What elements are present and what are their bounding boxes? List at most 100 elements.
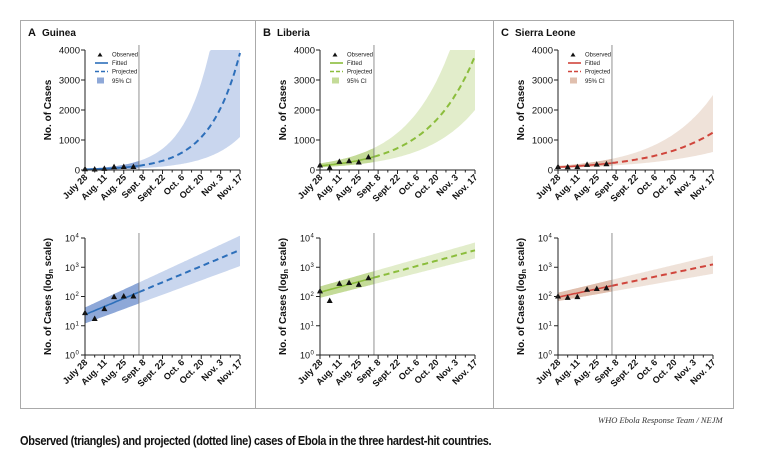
y-axis-label-main: No. of Cases (log bbox=[278, 273, 289, 355]
observed-point bbox=[564, 294, 571, 300]
observed-point bbox=[120, 293, 127, 299]
legend-fitted: Fitted bbox=[112, 61, 127, 67]
panel-letter: A bbox=[28, 27, 36, 39]
y-tick-label: 10 bbox=[300, 234, 310, 244]
observed-point bbox=[91, 315, 98, 322]
y-tick-exponent: 4 bbox=[311, 234, 315, 240]
observed-point bbox=[120, 163, 127, 169]
legend: Observed Fitted Projected 95% CI bbox=[330, 52, 373, 85]
legend-observed-marker bbox=[97, 52, 103, 57]
y-axis-label: No. of Cases bbox=[278, 79, 289, 140]
ci-band bbox=[320, 50, 475, 168]
legend-observed-marker bbox=[332, 52, 338, 57]
y-axis-label-end: scale) bbox=[278, 238, 289, 269]
y-tick-label: 10 bbox=[65, 351, 75, 361]
y-tick-label: 10 bbox=[300, 321, 310, 331]
y-tick-label: 2000 bbox=[59, 106, 80, 117]
observed-point bbox=[365, 153, 372, 160]
observed-point bbox=[326, 164, 333, 170]
observed-point bbox=[101, 305, 108, 312]
observed-point bbox=[336, 280, 343, 286]
observed-point bbox=[584, 161, 591, 167]
legend-projected: Projected bbox=[585, 70, 610, 76]
panel-letter: B bbox=[263, 27, 271, 39]
y-axis-label: No. of Cases (logn scale) bbox=[516, 238, 528, 355]
projected-line bbox=[373, 55, 476, 158]
legend-ci-marker bbox=[97, 77, 104, 84]
y-tick-label: 10 bbox=[65, 321, 75, 331]
y-tick-exponent: 0 bbox=[76, 351, 80, 357]
observed-point bbox=[603, 160, 610, 167]
observed-point bbox=[346, 279, 353, 285]
y-tick-label: 10 bbox=[65, 263, 75, 273]
legend-observed: Observed bbox=[585, 53, 611, 59]
y-axis-label: No. of Cases bbox=[43, 79, 54, 140]
ci-band bbox=[558, 95, 713, 168]
y-tick-label: 10 bbox=[65, 234, 75, 244]
y-tick-label: 4000 bbox=[59, 46, 80, 57]
y-tick-label: 0 bbox=[310, 166, 315, 177]
y-tick-exponent: 2 bbox=[311, 292, 315, 298]
y-tick-label: 1000 bbox=[532, 136, 553, 147]
y-axis-label: No. of Cases (logn scale) bbox=[43, 238, 55, 355]
legend-observed: Observed bbox=[112, 53, 138, 59]
legend-ci: 95% CI bbox=[112, 79, 132, 85]
y-tick-label: 1000 bbox=[294, 136, 315, 147]
observed-point bbox=[574, 293, 581, 300]
y-tick-label: 10 bbox=[300, 351, 310, 361]
y-tick-label: 10 bbox=[538, 321, 548, 331]
observed-point bbox=[130, 293, 137, 299]
y-tick-exponent: 3 bbox=[76, 263, 80, 269]
caption: Observed (triangles) and projected (dott… bbox=[20, 434, 492, 448]
y-tick-exponent: 1 bbox=[76, 321, 80, 327]
observed-point bbox=[574, 163, 581, 170]
observed-point bbox=[346, 157, 353, 164]
y-tick-label: 10 bbox=[300, 263, 310, 273]
y-tick-exponent: 2 bbox=[549, 292, 553, 298]
y-axis-label-sub: n bbox=[521, 269, 528, 273]
legend: Observed Fitted Projected 95% CI bbox=[95, 52, 138, 85]
observed-point bbox=[111, 163, 118, 170]
legend-observed-marker bbox=[570, 52, 576, 57]
panel-letter: C bbox=[501, 27, 509, 39]
credit: WHO Ebola Response Team / NEJM bbox=[598, 415, 723, 425]
legend: Observed Fitted Projected 95% CI bbox=[568, 52, 611, 85]
y-tick-exponent: 1 bbox=[311, 321, 315, 327]
y-tick-label: 2000 bbox=[532, 106, 553, 117]
y-tick-exponent: 0 bbox=[549, 351, 553, 357]
legend-ci-marker bbox=[332, 77, 339, 84]
y-tick-label: 3000 bbox=[532, 76, 553, 87]
projected-line bbox=[138, 249, 241, 294]
observed-point bbox=[584, 286, 591, 292]
observed-point bbox=[603, 284, 610, 291]
observed-point bbox=[355, 159, 362, 165]
y-tick-exponent: 3 bbox=[311, 263, 315, 269]
legend-fitted: Fitted bbox=[585, 61, 600, 67]
y-tick-label: 2000 bbox=[294, 106, 315, 117]
y-tick-exponent: 2 bbox=[76, 292, 80, 298]
observed-point bbox=[564, 163, 571, 170]
y-axis-label-sub: n bbox=[48, 269, 55, 273]
observed-point bbox=[326, 297, 333, 304]
panel-title: Sierra Leone bbox=[515, 28, 576, 39]
projected-line bbox=[611, 131, 714, 164]
observed-point bbox=[355, 281, 362, 287]
observed-point bbox=[111, 293, 118, 300]
fitted-line bbox=[84, 291, 140, 316]
panel-title: Liberia bbox=[277, 28, 310, 39]
y-tick-label: 3000 bbox=[59, 76, 80, 87]
y-axis-label: No. of Cases bbox=[516, 79, 527, 140]
y-axis-label-sub: n bbox=[283, 269, 290, 273]
y-axis-label-main: No. of Cases (log bbox=[516, 273, 527, 355]
legend-projected: Projected bbox=[347, 70, 372, 76]
observed-point bbox=[336, 158, 343, 164]
ci-band bbox=[85, 50, 240, 170]
y-tick-label: 10 bbox=[538, 234, 548, 244]
y-axis-label-end: scale) bbox=[516, 238, 527, 269]
observed-point bbox=[130, 163, 137, 169]
